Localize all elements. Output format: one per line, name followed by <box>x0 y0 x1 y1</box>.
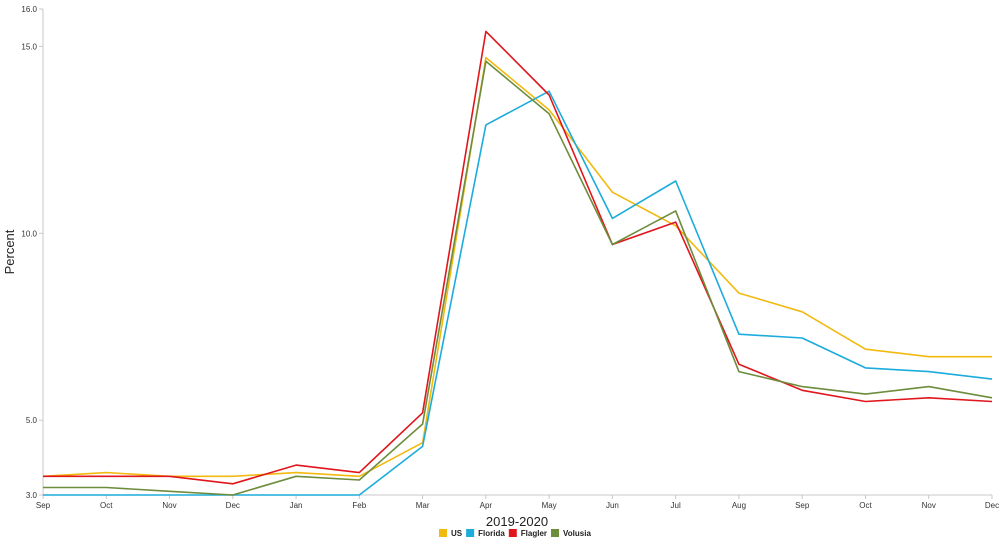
data-point-florida <box>41 493 46 498</box>
data-point-florida <box>420 444 425 449</box>
series-line-florida <box>43 90 993 496</box>
data-point-flagler <box>673 220 678 225</box>
data-point-volusia <box>863 392 868 397</box>
legend-swatch-flagler <box>508 529 517 537</box>
data-point-florida <box>926 369 931 374</box>
data-point-volusia <box>990 395 995 400</box>
y-tick-label: 5.0 <box>26 416 38 425</box>
data-point-volusia <box>294 474 299 479</box>
y-tick-label: 16.0 <box>21 5 37 14</box>
data-point-volusia <box>547 111 552 116</box>
data-point-us <box>610 190 615 195</box>
data-point-volusia <box>167 489 172 494</box>
data-point-flagler <box>547 92 552 97</box>
data-point-volusia <box>357 478 362 483</box>
x-tick-label: Oct <box>100 501 113 510</box>
x-tick-label: Aug <box>732 501 746 510</box>
data-point-us <box>800 309 805 314</box>
data-point-florida <box>863 365 868 370</box>
x-tick-label: Feb <box>352 501 366 510</box>
data-point-volusia <box>926 384 931 389</box>
data-point-florida <box>357 493 362 498</box>
legend-swatch-florida <box>466 529 475 537</box>
data-point-florida <box>483 122 488 127</box>
data-point-florida <box>800 335 805 340</box>
x-tick-label: Jun <box>606 501 619 510</box>
legend-label-volusia[interactable]: Volusia <box>563 529 591 538</box>
x-tick-label: Mar <box>416 501 430 510</box>
data-point-volusia <box>420 421 425 426</box>
data-point-us <box>230 474 235 479</box>
legend-label-us[interactable]: US <box>451 529 463 538</box>
series-line-us <box>42 56 992 478</box>
data-point-flagler <box>230 481 235 486</box>
data-point-us <box>926 354 931 359</box>
data-point-florida <box>610 216 615 221</box>
x-tick-label: Jul <box>671 501 681 510</box>
data-point-flagler <box>104 474 109 479</box>
legend-label-flagler[interactable]: Flagler <box>521 529 547 538</box>
data-point-volusia <box>230 493 235 498</box>
data-point-volusia <box>736 369 741 374</box>
x-axis: Sep Oct Nov Dec Jan Feb Mar Apr May Jun Jul Aug Sep O… <box>36 494 999 510</box>
x-tick-label: Nov <box>922 501 936 510</box>
x-tick-label: Dec <box>226 501 240 510</box>
y-axis-title: Percent <box>2 229 17 274</box>
x-axis-title: 2019-2020 <box>486 514 548 529</box>
x-tick-label: Jan <box>290 501 303 510</box>
data-point-florida <box>990 377 995 382</box>
data-point-us <box>990 354 995 359</box>
data-point-flagler <box>926 395 931 400</box>
data-point-flagler <box>167 474 172 479</box>
data-point-volusia <box>610 242 615 247</box>
legend-label-florida[interactable]: Florida <box>478 529 505 538</box>
y-tick-label: 3.0 <box>26 491 38 500</box>
data-point-volusia <box>104 485 109 490</box>
data-point-flagler <box>357 470 362 475</box>
data-point-us <box>863 347 868 352</box>
legend-swatch-us <box>439 529 447 537</box>
series-layer <box>41 29 995 498</box>
x-tick-label: Oct <box>859 501 872 510</box>
x-tick-label: Nov <box>162 501 176 510</box>
legend[interactable]: US Florida Flagler Volusia <box>439 529 591 538</box>
data-point-flagler <box>294 463 299 468</box>
data-point-flagler <box>483 29 488 34</box>
series-line-flagler <box>43 30 993 485</box>
data-point-florida <box>104 493 109 498</box>
data-point-florida <box>294 493 299 498</box>
x-tick-label: May <box>542 501 557 510</box>
data-point-volusia <box>41 485 46 490</box>
data-point-florida <box>736 332 741 337</box>
y-axis: 3.0 5.0 10.0 15.0 16.0 <box>21 5 44 500</box>
x-tick-label: Sep <box>795 501 810 510</box>
legend-swatch-volusia <box>551 529 560 537</box>
x-tick-label: Dec <box>985 501 999 510</box>
data-point-florida <box>673 178 678 183</box>
data-point-volusia <box>673 208 678 213</box>
data-point-volusia <box>483 59 488 64</box>
data-point-volusia <box>800 384 805 389</box>
data-point-flagler <box>863 399 868 404</box>
y-tick-label: 10.0 <box>21 229 37 238</box>
y-tick-label: 15.0 <box>21 42 37 51</box>
x-tick-label: Sep <box>36 501 51 510</box>
data-point-flagler <box>41 474 46 479</box>
x-tick-label: Apr <box>480 501 493 510</box>
data-point-us <box>736 291 741 296</box>
series-line-volusia <box>43 60 993 496</box>
